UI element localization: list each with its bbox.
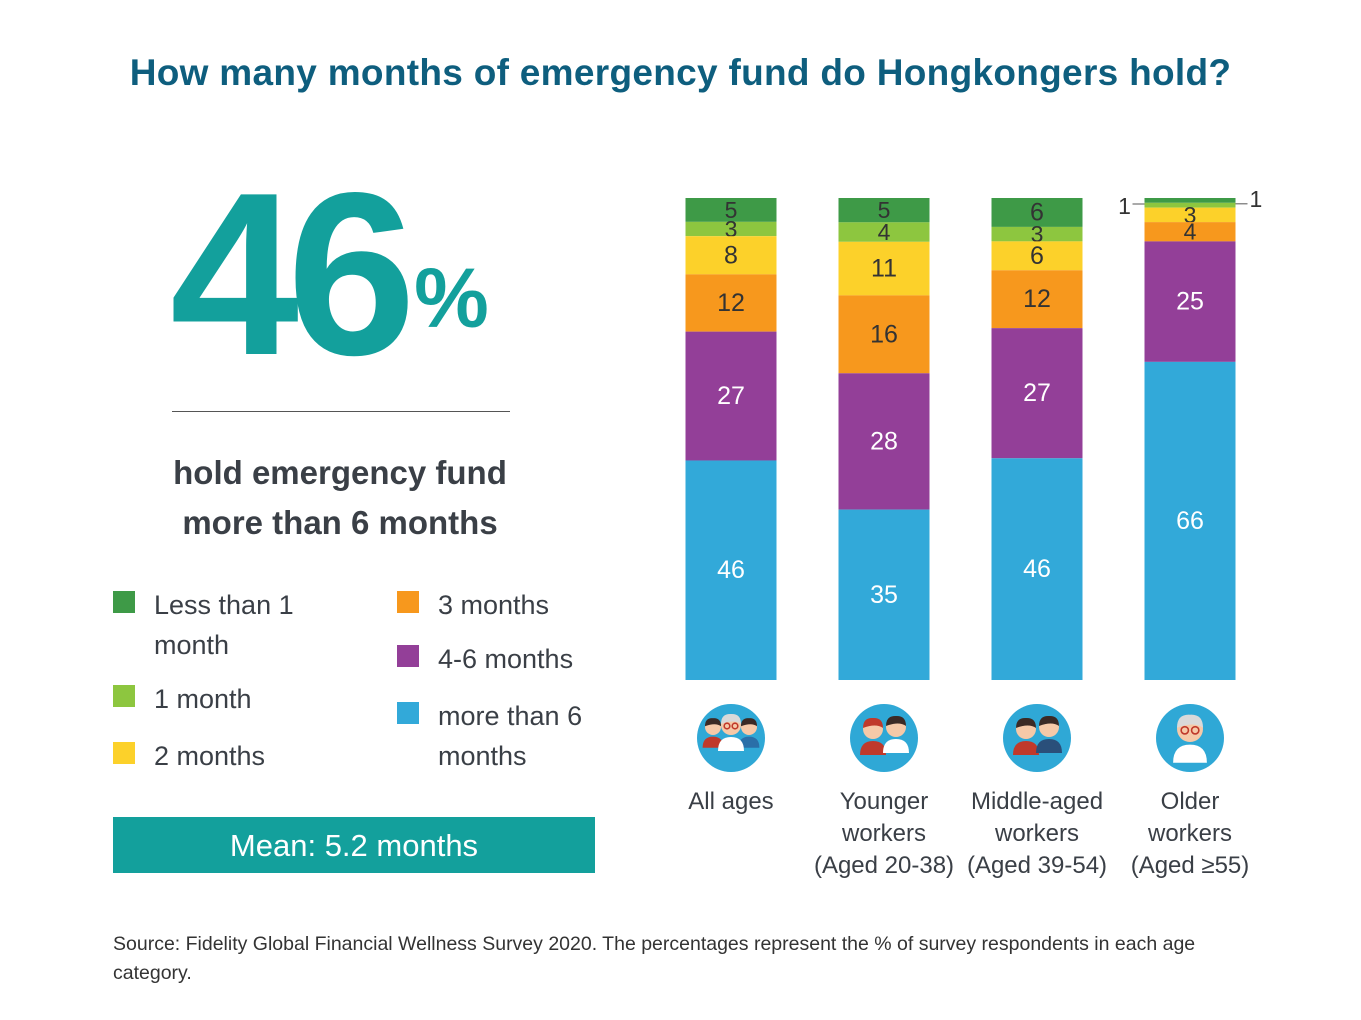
data-label: 12 [717,289,745,317]
highlight-unit: % [414,251,489,345]
bar-segment [838,222,930,242]
data-label: 46 [717,556,745,584]
legend-swatch [113,685,135,707]
bar-segment [685,236,777,275]
bar-segment [1144,241,1236,362]
data-label: 16 [870,320,898,348]
bar-segment [838,373,930,510]
data-label: 3 [1184,202,1197,228]
category-label: Younger workers (Aged 20-38) [799,786,969,882]
bar-segment [685,274,777,332]
category-label-line: (Aged ≥55) [1130,852,1250,879]
young-couple-icon [849,703,919,778]
legend-swatch [397,645,419,667]
category-label: Older workers (Aged ≥55) [1105,786,1275,882]
data-label: 66 [1176,507,1204,535]
data-label: 25 [1176,288,1204,316]
data-label: 5 [878,197,891,223]
legend-swatch [397,702,419,724]
category-label-line: workers [1147,820,1232,847]
source-note: Source: Fidelity Global Financial Wellne… [113,933,1196,984]
legend-item-2-months: 2 months [113,736,344,776]
mean-banner: Mean: 5.2 months [113,817,595,873]
bar-segment [685,460,777,680]
legend-item-3-months: 3 months [397,585,628,625]
data-label: 3 [1031,221,1044,247]
data-label: 5 [725,197,738,223]
data-label: 1 [1118,193,1131,219]
highlight-value: 46 [170,145,416,404]
legend-item-4-6-months: 4-6 months [397,639,628,679]
legend-item-1-month: 1 month [113,679,344,719]
category-label-line: All ages [688,788,774,815]
data-label: 4 [878,219,891,245]
older-man-icon [1155,703,1225,778]
legend-label: more than 6 months [438,701,583,771]
bar-segment [991,241,1083,271]
data-label: 3 [725,216,738,242]
legend-item-more-than-6-months: more than 6 months [397,696,588,776]
category-label-line: (Aged 39-54) [966,852,1108,879]
legend-swatch [113,591,135,613]
bar-segment [685,198,777,222]
data-label: 11 [871,255,897,283]
bar-segment [991,270,1083,329]
bar-segment [838,295,930,374]
data-label: 28 [870,427,898,455]
legend-label: 2 months [154,741,266,771]
data-label: 4 [1184,219,1197,245]
legend-label: 3 months [438,590,550,620]
bar-segment [838,241,930,296]
bar-segment [1144,361,1236,680]
family-group-icon [696,703,766,778]
legend-swatch [113,742,135,764]
legend-swatch [397,591,419,613]
data-label: 35 [870,581,898,609]
highlight-caption: hold emergency fund more than 6 months [110,448,570,548]
legend-item-less-than-1-month: Less than 1 month [113,585,304,665]
bar-segment [991,328,1083,459]
bar-segment [1144,207,1236,223]
bar-segment [838,198,930,223]
category-label-line: workers [841,820,926,847]
data-label: 1 [1250,186,1263,212]
legend-label: Less than 1 month [154,590,294,660]
bar-segment [1144,202,1236,208]
data-label: 6 [1030,198,1044,226]
middle-aged-couple-icon [1002,703,1072,778]
category-label-line: (Aged 20-38) [813,852,955,879]
bar-segment [991,226,1083,242]
category-label: All ages [646,786,816,818]
legend-label: 4-6 months [438,644,574,674]
highlight-caption-line1: hold emergency fund [173,454,507,491]
chart-title: How many months of emergency fund do Hon… [129,52,1232,93]
bar-segment [685,221,777,237]
legend-label: 1 month [154,684,252,714]
highlight-divider [172,411,510,412]
bar-segment [1144,222,1236,242]
category-label-line: Older [1160,788,1220,815]
category-label-line: Middle-aged [970,788,1104,815]
data-label: 8 [724,241,738,269]
data-label: 12 [1023,285,1051,313]
bar-segment [838,509,930,680]
data-label: 46 [1023,555,1051,583]
highlight-percentage: 46% [170,159,489,391]
data-label: 6 [1030,242,1044,270]
data-label: 27 [717,382,745,410]
bar-segment [685,331,777,461]
category-label: Middle-aged workers (Aged 39-54) [952,786,1122,882]
category-label-line: workers [994,820,1079,847]
data-label: 27 [1023,379,1051,407]
bar-segment [991,198,1083,227]
highlight-caption-line2: more than 6 months [182,504,498,541]
bar-segment [991,458,1083,680]
category-label-line: Younger [839,788,929,815]
bar-segment [1144,198,1236,203]
